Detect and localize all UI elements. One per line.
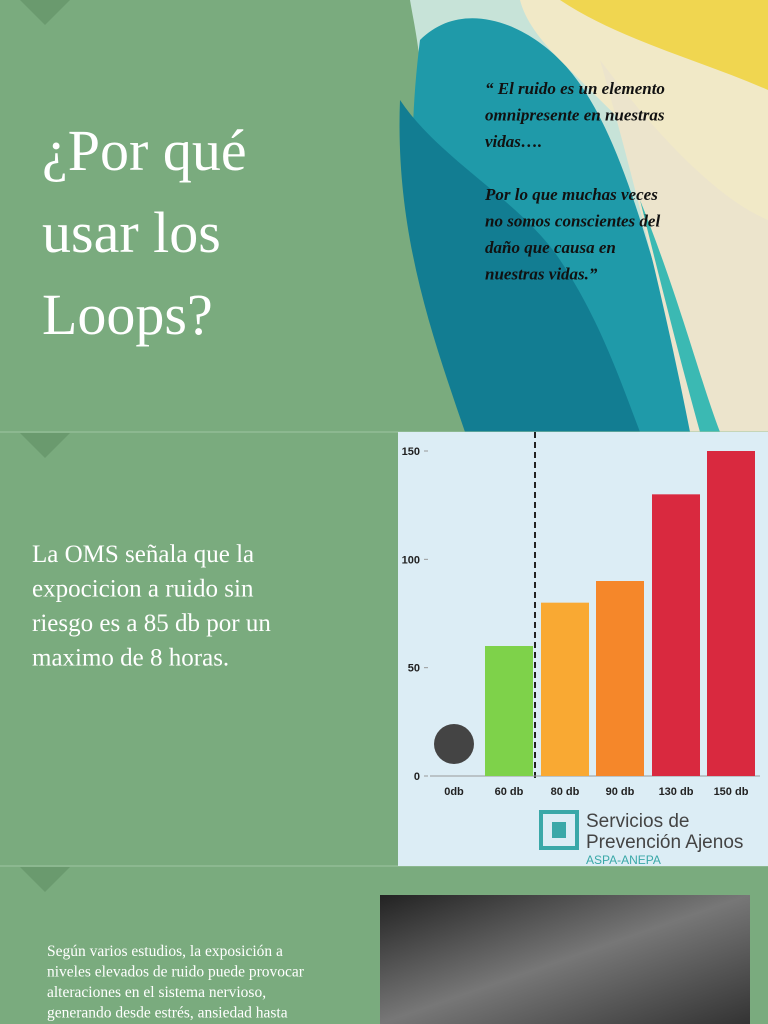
body-text: maximo de 8 horas. — [32, 645, 229, 672]
y-tick-label: 50 — [408, 663, 420, 675]
notch — [20, 433, 70, 458]
quote-line: omnipresente en nuestras — [485, 106, 665, 125]
slide-title: ¿Por qué — [42, 118, 247, 183]
quote-line: vidas…. — [485, 132, 542, 151]
body-text: riesgo es a 85 db por un — [32, 610, 271, 637]
y-tick-label: 150 — [402, 446, 420, 458]
icon — [434, 724, 474, 764]
wave-art — [399, 0, 768, 433]
x-tick-label: 130 db — [659, 786, 694, 798]
logo-text: ASPA-ANEPA — [586, 853, 661, 867]
x-tick-label: 90 db — [606, 786, 635, 798]
quote-line: nuestras vidas.” — [485, 265, 598, 284]
logo-icon — [539, 810, 579, 850]
body-text: generando desde estrés, ansiedad hasta — [47, 1005, 288, 1022]
x-tick-label: 80 db — [551, 786, 580, 798]
logo-text: Servicios de — [586, 811, 690, 832]
body-text: Según varios estudios, la exposición a — [47, 943, 283, 960]
logo-icon — [552, 822, 566, 838]
bar — [707, 451, 755, 776]
slide-title: Loops? — [42, 282, 213, 347]
x-tick-label: 150 db — [714, 786, 749, 798]
notch — [20, 867, 70, 892]
body-text: alteraciones en el sistema nervioso, — [47, 984, 266, 1001]
body-text: La OMS señala que la — [32, 541, 254, 568]
bar — [596, 581, 644, 776]
notch — [20, 0, 70, 25]
body-text: niveles elevados de ruido puede provocar — [47, 964, 305, 981]
bar — [485, 646, 533, 776]
bar — [652, 494, 700, 776]
body-text: expocicion a ruido sin — [32, 576, 254, 603]
quote-line: “ El ruido es un elemento — [485, 79, 665, 98]
noise-image — [380, 895, 750, 1024]
quote-line: daño que causa en — [485, 238, 616, 257]
y-tick-label: 100 — [402, 554, 420, 566]
quote-line: Por lo que muchas veces — [484, 185, 658, 204]
slide-title: usar los — [42, 200, 221, 265]
bar — [541, 602, 589, 776]
x-tick-label: 60 db — [495, 786, 524, 798]
quote-line: no somos conscientes del — [485, 212, 660, 231]
y-tick-label: 0 — [414, 771, 420, 783]
logo-text: Prevención Ajenos — [586, 832, 743, 853]
x-tick-label: 0db — [444, 786, 464, 798]
